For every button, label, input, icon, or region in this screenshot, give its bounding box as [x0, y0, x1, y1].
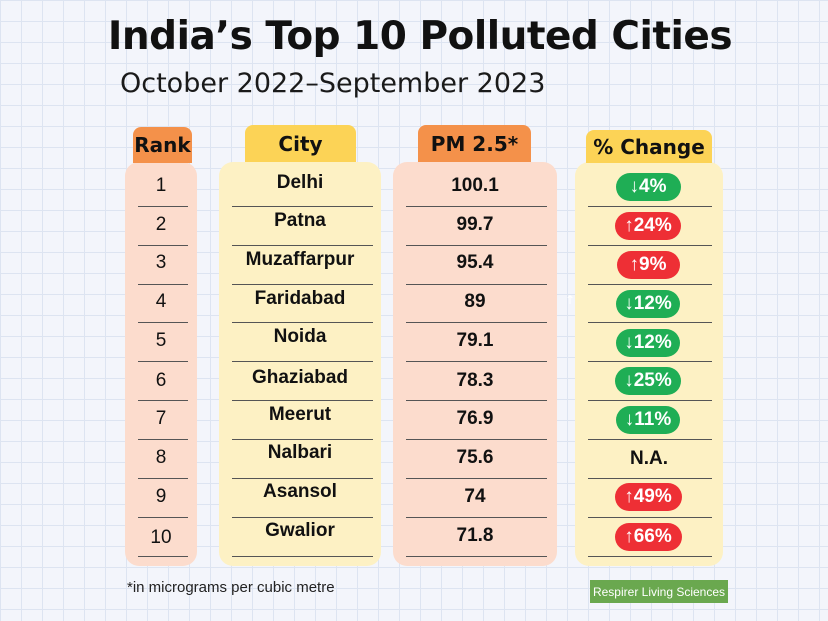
row-separator	[588, 400, 712, 401]
rank-cell: 5	[155, 330, 167, 351]
row-separator	[406, 400, 547, 401]
row-separator	[232, 206, 373, 207]
row-separator	[588, 439, 712, 440]
city-cell: Delhi	[276, 172, 324, 193]
row-separator	[138, 284, 188, 285]
row-separator	[232, 556, 373, 557]
rank-cell: 9	[155, 486, 167, 507]
rank-column-header: Rank	[133, 127, 192, 163]
row-separator	[232, 361, 373, 362]
row-separator	[138, 322, 188, 323]
rank-cell: 2	[155, 214, 167, 235]
row-separator	[406, 517, 547, 518]
arrow-up-icon: ↑	[565, 293, 576, 307]
page-title: India’s Top 10 Polluted Cities	[107, 14, 733, 59]
pm-value-cell: 78.3	[456, 370, 494, 391]
city-column-header: City	[245, 125, 356, 162]
rank-column-background	[125, 162, 197, 566]
row-separator	[138, 439, 188, 440]
row-separator	[138, 517, 188, 518]
pm-column-header: PM 2.5*	[418, 125, 531, 162]
row-separator	[406, 245, 547, 246]
change-badge: ↓12%	[616, 290, 680, 318]
change-badge: ↑49%	[614, 483, 682, 511]
city-cell: Faridabad	[254, 288, 346, 309]
row-separator	[138, 361, 188, 362]
row-separator	[138, 245, 188, 246]
row-separator	[406, 439, 547, 440]
city-cell: Meerut	[268, 404, 332, 425]
row-separator	[138, 556, 188, 557]
row-separator	[138, 478, 188, 479]
rank-cell: 6	[155, 370, 167, 391]
row-separator	[232, 400, 373, 401]
pm-value-cell: 89	[464, 291, 486, 312]
rank-cell: 4	[155, 291, 167, 312]
row-separator	[406, 284, 547, 285]
row-separator	[138, 400, 188, 401]
change-badge: ↓4%	[615, 173, 681, 201]
pm-value-cell: 95.4	[456, 252, 494, 273]
city-cell: Nalbari	[267, 442, 333, 463]
row-separator	[232, 284, 373, 285]
row-separator	[588, 322, 712, 323]
change-badge: ↓25%	[615, 367, 681, 395]
change-badge: ↓11%	[616, 406, 680, 434]
pm-value-cell: 75.6	[456, 447, 494, 468]
row-separator	[588, 206, 712, 207]
row-separator	[232, 245, 373, 246]
pm-column-background	[393, 162, 557, 566]
source-badge: Respirer Living Sciences	[590, 580, 728, 603]
row-separator	[232, 439, 373, 440]
city-cell: Asansol	[263, 481, 337, 502]
change-badge: ↑24%	[615, 212, 681, 240]
rank-cell: 1	[155, 175, 167, 196]
city-column-background	[219, 162, 381, 566]
row-separator	[406, 361, 547, 362]
row-separator	[588, 284, 712, 285]
row-separator	[406, 206, 547, 207]
change-badge: ↑9%	[616, 251, 680, 279]
city-cell: Gwalior	[265, 520, 335, 541]
change-na-cell: N.A.	[630, 448, 668, 469]
page-subtitle: October 2022–September 2023	[120, 68, 546, 99]
pm-value-cell: 76.9	[456, 408, 494, 429]
row-separator	[406, 478, 547, 479]
row-separator	[588, 245, 712, 246]
row-separator	[588, 517, 712, 518]
pm-value-cell: 99.7	[456, 214, 494, 235]
rank-cell: 10	[150, 527, 172, 548]
row-separator	[406, 556, 547, 557]
row-separator	[138, 206, 188, 207]
row-separator	[588, 361, 712, 362]
pm-value-cell: 100.1	[451, 175, 499, 196]
change-column-header: % Change	[586, 130, 712, 163]
pm-value-cell: 71.8	[456, 525, 494, 546]
row-separator	[232, 322, 373, 323]
pm-value-cell: 79.1	[456, 330, 494, 351]
pm-value-cell: 74	[464, 486, 486, 507]
change-badge: ↑66%	[614, 523, 682, 551]
row-separator	[232, 517, 373, 518]
change-badge: ↓12%	[616, 329, 680, 357]
city-cell: Noida	[273, 326, 327, 347]
row-separator	[588, 478, 712, 479]
rank-cell: 7	[155, 408, 167, 429]
rank-cell: 3	[155, 252, 167, 273]
row-separator	[406, 322, 547, 323]
row-separator	[588, 556, 712, 557]
city-cell: Patna	[274, 210, 326, 231]
footnote: *in micrograms per cubic metre	[127, 579, 335, 596]
city-cell: Muzaffarpur	[245, 249, 355, 270]
city-cell: Ghaziabad	[251, 367, 349, 388]
rank-cell: 8	[155, 447, 167, 468]
row-separator	[232, 478, 373, 479]
